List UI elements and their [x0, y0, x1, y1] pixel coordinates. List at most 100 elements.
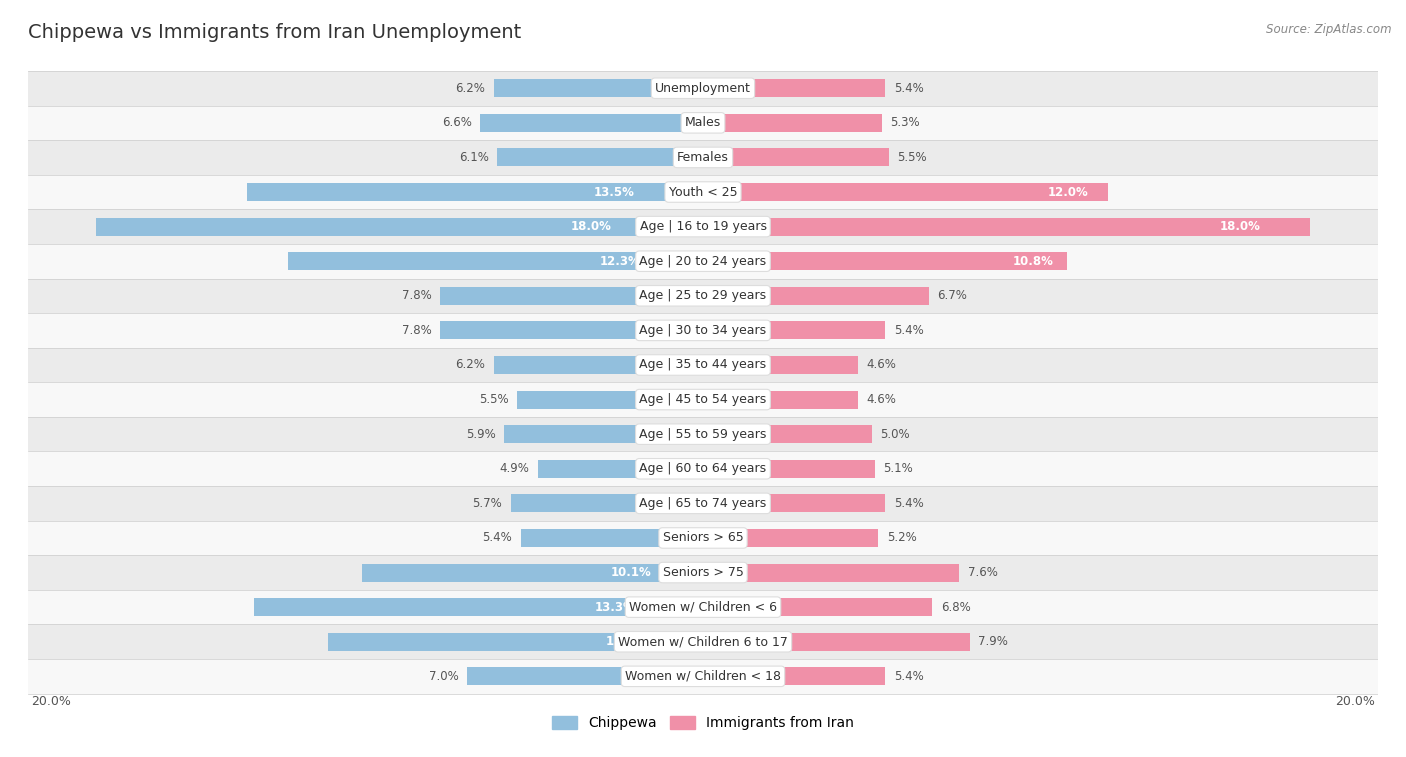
Bar	[28, 417, 1378, 451]
Bar	[254, 598, 703, 616]
Text: Age | 60 to 64 years: Age | 60 to 64 years	[640, 463, 766, 475]
Bar	[28, 521, 1378, 555]
Text: 5.0%: 5.0%	[880, 428, 910, 441]
Text: Age | 45 to 54 years: Age | 45 to 54 years	[640, 393, 766, 406]
Text: 13.5%: 13.5%	[593, 185, 634, 198]
Bar	[28, 244, 1378, 279]
Bar	[494, 356, 703, 374]
Bar	[28, 486, 1378, 521]
Text: Age | 35 to 44 years: Age | 35 to 44 years	[640, 359, 766, 372]
Text: 5.4%: 5.4%	[482, 531, 512, 544]
Text: 5.9%: 5.9%	[465, 428, 495, 441]
Text: 7.8%: 7.8%	[402, 324, 432, 337]
Bar	[703, 183, 1108, 201]
Text: 10.1%: 10.1%	[612, 566, 652, 579]
Bar	[28, 382, 1378, 417]
Bar	[467, 668, 703, 685]
Bar	[28, 590, 1378, 625]
Text: 20.0%: 20.0%	[31, 695, 72, 708]
Bar	[28, 625, 1378, 659]
Bar	[703, 79, 886, 97]
Bar	[703, 287, 929, 305]
Legend: Chippewa, Immigrants from Iran: Chippewa, Immigrants from Iran	[546, 711, 860, 736]
Text: 5.2%: 5.2%	[887, 531, 917, 544]
Text: 12.0%: 12.0%	[1047, 185, 1088, 198]
Bar	[703, 217, 1310, 235]
Text: 5.4%: 5.4%	[894, 324, 924, 337]
Bar	[520, 529, 703, 547]
Text: Women w/ Children < 18: Women w/ Children < 18	[626, 670, 780, 683]
Text: 5.4%: 5.4%	[894, 497, 924, 510]
Bar	[28, 451, 1378, 486]
Bar	[703, 633, 970, 651]
Text: 5.4%: 5.4%	[894, 670, 924, 683]
Text: Seniors > 65: Seniors > 65	[662, 531, 744, 544]
Text: Age | 16 to 19 years: Age | 16 to 19 years	[640, 220, 766, 233]
Bar	[703, 114, 882, 132]
Bar	[703, 425, 872, 443]
Text: Chippewa vs Immigrants from Iran Unemployment: Chippewa vs Immigrants from Iran Unemplo…	[28, 23, 522, 42]
Bar	[498, 148, 703, 167]
Bar	[703, 356, 858, 374]
Text: Women w/ Children 6 to 17: Women w/ Children 6 to 17	[619, 635, 787, 648]
Text: Seniors > 75: Seniors > 75	[662, 566, 744, 579]
Text: 6.8%: 6.8%	[941, 600, 970, 614]
Text: 5.3%: 5.3%	[890, 117, 920, 129]
Text: 6.2%: 6.2%	[456, 359, 485, 372]
Text: 7.8%: 7.8%	[402, 289, 432, 302]
Text: Age | 25 to 29 years: Age | 25 to 29 years	[640, 289, 766, 302]
Text: 13.3%: 13.3%	[595, 600, 636, 614]
Text: 6.1%: 6.1%	[458, 151, 489, 164]
Text: Women w/ Children < 6: Women w/ Children < 6	[628, 600, 778, 614]
Bar	[28, 313, 1378, 347]
Bar	[517, 391, 703, 409]
Text: Males: Males	[685, 117, 721, 129]
Bar	[703, 563, 959, 581]
Text: 12.3%: 12.3%	[600, 254, 641, 268]
Text: 6.2%: 6.2%	[456, 82, 485, 95]
Bar	[28, 347, 1378, 382]
Bar	[494, 79, 703, 97]
Bar	[703, 322, 886, 339]
Bar	[537, 459, 703, 478]
Text: Youth < 25: Youth < 25	[669, 185, 737, 198]
Text: 4.6%: 4.6%	[866, 359, 897, 372]
Bar	[28, 105, 1378, 140]
Bar	[288, 252, 703, 270]
Text: 4.9%: 4.9%	[499, 463, 529, 475]
Bar	[96, 217, 703, 235]
Bar	[481, 114, 703, 132]
Bar	[503, 425, 703, 443]
Text: 5.1%: 5.1%	[883, 463, 914, 475]
Text: 5.5%: 5.5%	[479, 393, 509, 406]
Text: 7.0%: 7.0%	[429, 670, 458, 683]
Text: 5.4%: 5.4%	[894, 82, 924, 95]
Bar	[28, 279, 1378, 313]
Text: 6.7%: 6.7%	[938, 289, 967, 302]
Bar	[329, 633, 703, 651]
Bar	[703, 668, 886, 685]
Bar	[363, 563, 703, 581]
Bar	[28, 659, 1378, 693]
Bar	[440, 287, 703, 305]
Bar	[28, 140, 1378, 175]
Bar	[703, 529, 879, 547]
Text: 7.9%: 7.9%	[979, 635, 1008, 648]
Bar	[247, 183, 703, 201]
Text: Age | 30 to 34 years: Age | 30 to 34 years	[640, 324, 766, 337]
Bar	[703, 148, 889, 167]
Text: 11.1%: 11.1%	[606, 635, 647, 648]
Text: 7.6%: 7.6%	[967, 566, 998, 579]
Bar	[703, 391, 858, 409]
Text: Age | 55 to 59 years: Age | 55 to 59 years	[640, 428, 766, 441]
Text: Age | 65 to 74 years: Age | 65 to 74 years	[640, 497, 766, 510]
Bar	[703, 459, 875, 478]
Text: Females: Females	[678, 151, 728, 164]
Bar	[28, 210, 1378, 244]
Text: 10.8%: 10.8%	[1012, 254, 1053, 268]
Text: Unemployment: Unemployment	[655, 82, 751, 95]
Bar	[28, 555, 1378, 590]
Bar	[28, 175, 1378, 210]
Bar	[703, 598, 932, 616]
Bar	[510, 494, 703, 512]
